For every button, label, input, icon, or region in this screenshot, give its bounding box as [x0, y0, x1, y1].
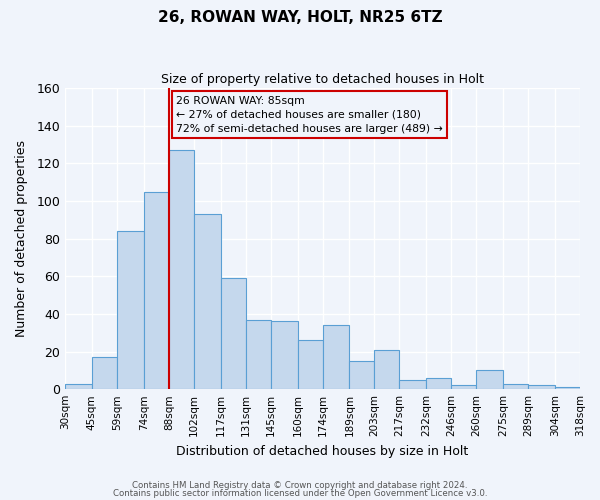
Bar: [400, 380, 426, 389]
Y-axis label: Number of detached properties: Number of detached properties: [15, 140, 28, 337]
Text: Contains public sector information licensed under the Open Government Licence v3: Contains public sector information licen…: [113, 489, 487, 498]
Text: 26 ROWAN WAY: 85sqm
← 27% of detached houses are smaller (180)
72% of semi-detac: 26 ROWAN WAY: 85sqm ← 27% of detached ho…: [176, 96, 443, 134]
Bar: [555, 388, 580, 389]
Bar: [451, 386, 476, 389]
Title: Size of property relative to detached houses in Holt: Size of property relative to detached ho…: [161, 72, 484, 86]
Bar: [144, 192, 169, 389]
Bar: [194, 214, 221, 389]
Bar: [298, 340, 323, 389]
Text: Contains HM Land Registry data © Crown copyright and database right 2024.: Contains HM Land Registry data © Crown c…: [132, 480, 468, 490]
Bar: [245, 320, 271, 389]
Bar: [528, 386, 555, 389]
X-axis label: Distribution of detached houses by size in Holt: Distribution of detached houses by size …: [176, 444, 469, 458]
Bar: [476, 370, 503, 389]
Bar: [169, 150, 194, 389]
Bar: [426, 378, 451, 389]
Bar: [349, 361, 374, 389]
Bar: [271, 322, 298, 389]
Bar: [92, 357, 117, 389]
Bar: [323, 325, 349, 389]
Bar: [117, 231, 144, 389]
Bar: [503, 384, 528, 389]
Bar: [65, 384, 92, 389]
Text: 26, ROWAN WAY, HOLT, NR25 6TZ: 26, ROWAN WAY, HOLT, NR25 6TZ: [158, 10, 442, 25]
Bar: [374, 350, 400, 389]
Bar: [221, 278, 245, 389]
